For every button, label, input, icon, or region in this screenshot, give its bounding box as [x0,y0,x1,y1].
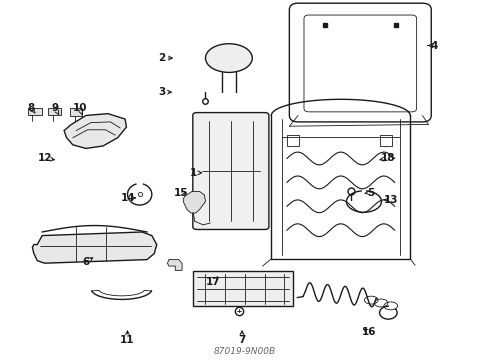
Bar [286,135,299,146]
Text: 7: 7 [238,334,245,345]
Text: 1: 1 [189,168,197,178]
Bar [27,108,42,116]
Text: 2: 2 [158,53,165,63]
Text: 6: 6 [82,257,89,267]
Text: 14: 14 [121,193,136,203]
Text: 16: 16 [361,327,375,337]
Text: 9: 9 [52,103,59,113]
Polygon shape [183,192,205,213]
Text: 18: 18 [380,153,395,163]
Polygon shape [32,232,157,263]
Text: 3: 3 [158,87,165,97]
Text: 8: 8 [27,103,35,113]
Text: 13: 13 [383,195,397,205]
Bar [70,108,82,116]
Text: 87019-9N00B: 87019-9N00B [213,347,275,356]
Ellipse shape [205,44,252,72]
Bar [48,108,61,116]
Text: 4: 4 [430,41,437,50]
Text: 11: 11 [120,334,135,345]
Bar [379,135,391,146]
Text: 5: 5 [367,188,374,198]
Text: 10: 10 [72,103,87,113]
Text: 12: 12 [38,153,53,163]
Text: 15: 15 [174,188,188,198]
Polygon shape [64,114,126,148]
Bar [193,271,293,306]
Text: 17: 17 [205,277,220,287]
Polygon shape [167,260,182,270]
FancyBboxPatch shape [192,113,268,229]
